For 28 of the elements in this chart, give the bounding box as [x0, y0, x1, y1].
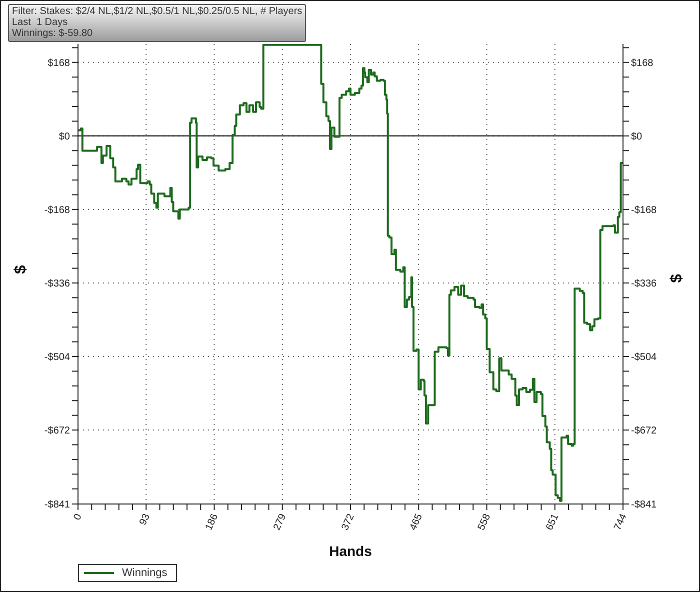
x-axis-title: Hands — [329, 543, 372, 559]
y2-tick-label: -$504 — [631, 352, 658, 364]
x-tick-label: 465 — [408, 512, 426, 532]
y2-tick-label: -$672 — [631, 426, 658, 437]
y2-tick-label: -$336 — [631, 278, 658, 290]
info-box: Filter: Stakes: $2/4 NL,$1/2 NL,$0.5/1 NL,$0.25/0.5 NL, # Players Last 1 Days Winnings: $-59.80 — [8, 4, 306, 42]
x-tick-label: 651 — [544, 512, 562, 532]
x-tick-label: 279 — [272, 512, 289, 532]
y2-tick-label: $168 — [631, 58, 654, 69]
y-tick-label: -$168 — [44, 204, 70, 216]
x-tick-label: 372 — [340, 512, 358, 532]
legend-label: Winnings — [121, 566, 168, 580]
y-tick-label: -$336 — [44, 278, 70, 290]
y2-tick-label: $0 — [631, 131, 643, 142]
y-tick-label: $0 — [58, 131, 70, 142]
x-tick-label: 186 — [204, 512, 221, 532]
y2-tick-label: -$841 — [631, 500, 658, 511]
y-tick-label: -$672 — [44, 426, 70, 437]
y-tick-label: -$841 — [44, 500, 70, 511]
y2-axis-title: $ — [668, 274, 686, 283]
y2-tick-label: -$168 — [631, 204, 658, 216]
x-tick-label: 744 — [612, 512, 630, 532]
x-tick-label: 0 — [72, 512, 85, 522]
y-tick-label: -$504 — [44, 352, 70, 364]
y-tick-label: $168 — [48, 58, 70, 69]
x-tick-label: 558 — [476, 512, 494, 532]
x-tick-label: 93 — [138, 512, 153, 528]
y-axis-title: $ — [12, 265, 30, 274]
